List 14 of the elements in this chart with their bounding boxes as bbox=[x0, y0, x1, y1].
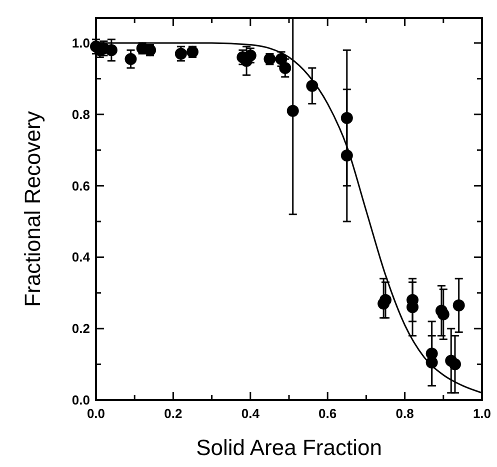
y-tick-label: 0.6 bbox=[72, 178, 90, 194]
y-tick-label: 0.4 bbox=[72, 250, 91, 265]
x-tick-label: 0.2 bbox=[164, 406, 182, 421]
x-tick-label: 0.8 bbox=[396, 406, 414, 421]
y-tick-label: 1.0 bbox=[72, 36, 90, 51]
x-axis-title: Solid Area Fraction bbox=[196, 435, 382, 460]
y-axis-title: Fractional Recovery bbox=[20, 111, 45, 307]
x-tick-label: 1.0 bbox=[472, 406, 492, 421]
y-tick-label: 0.0 bbox=[72, 392, 90, 408]
x-tick-label: 0.0 bbox=[86, 406, 106, 421]
x-tick-label: 0.6 bbox=[318, 406, 337, 421]
y-tick-label: 0.8 bbox=[72, 106, 90, 122]
x-tick-label: 0.4 bbox=[241, 406, 260, 421]
y-tick-label: 0.2 bbox=[72, 321, 90, 336]
